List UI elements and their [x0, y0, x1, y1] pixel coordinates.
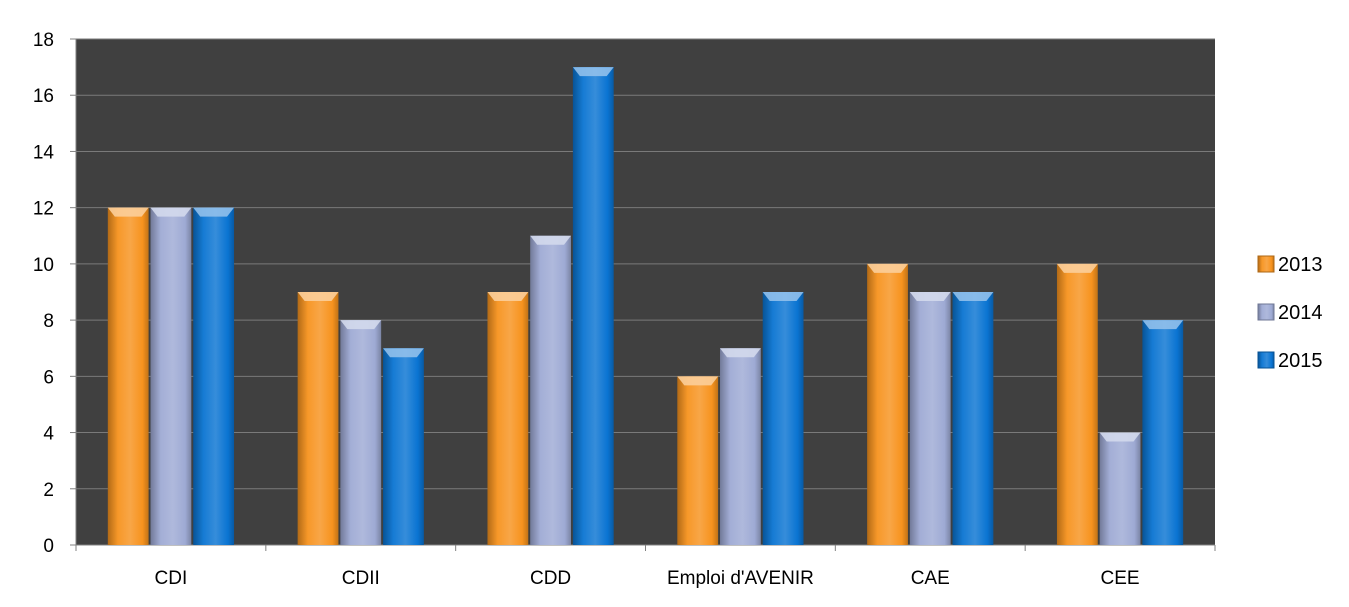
legend-label: 2015	[1278, 350, 1323, 372]
bar-2013	[677, 376, 719, 545]
bar-2015	[193, 207, 235, 545]
plot-area	[76, 39, 1215, 545]
bar-2013	[107, 207, 149, 545]
y-tick-label: 8	[43, 311, 54, 332]
bar-2013	[487, 292, 529, 545]
bar-2014	[150, 207, 192, 545]
bar-2014	[1099, 432, 1141, 545]
bar-2013	[867, 263, 908, 545]
bar-bevel	[1142, 320, 1184, 330]
x-tick-label: CAE	[911, 568, 950, 589]
bar-bevel	[909, 292, 951, 301]
y-tick-label: 16	[33, 86, 54, 107]
x-tick-label: CDI	[155, 568, 188, 589]
x-tick-label: Emploi d'AVENIR	[667, 568, 814, 589]
y-tick-label: 14	[33, 142, 55, 163]
legend-swatch	[1257, 351, 1275, 369]
bar-2014	[720, 348, 761, 545]
legend-label: 2014	[1278, 302, 1323, 324]
y-tick-label: 6	[43, 367, 54, 388]
legend-swatch	[1257, 303, 1275, 321]
bar-bevel	[530, 235, 571, 245]
y-tick-label: 2	[43, 480, 54, 501]
bar-bevel	[677, 376, 719, 386]
bar-2015	[952, 292, 994, 545]
legend-entry: 2014	[1257, 302, 1323, 324]
bar-bevel	[193, 207, 235, 217]
y-tick-label: 12	[33, 199, 54, 220]
y-tick-label: 4	[43, 424, 54, 445]
bar-bevel	[150, 207, 192, 217]
bar-2015	[572, 67, 614, 545]
bar-2015	[383, 348, 424, 545]
bar-bevel	[383, 348, 424, 358]
bar-bevel	[572, 67, 614, 77]
bar-2013	[1056, 263, 1098, 545]
bar-2015	[762, 292, 804, 545]
x-tick-label: CEE	[1101, 568, 1140, 589]
bar-bevel	[952, 292, 994, 301]
bar-2014	[530, 235, 571, 545]
bar-bevel	[762, 292, 804, 301]
legend-entry: 2015	[1257, 350, 1323, 372]
bar-bevel	[867, 263, 908, 273]
bar-bevel	[1099, 432, 1141, 442]
bar-bevel	[1056, 263, 1098, 273]
legend-entry: 2013	[1257, 254, 1323, 276]
bar-2013	[297, 292, 339, 545]
x-tick-label: CDD	[530, 568, 571, 589]
bar-2014	[340, 320, 382, 545]
bar-bevel	[340, 320, 382, 330]
bar-bevel	[107, 207, 149, 217]
x-tick-label: CDII	[342, 568, 380, 589]
legend-label: 2013	[1278, 254, 1323, 276]
bar-bevel	[720, 348, 761, 358]
legend-swatch	[1257, 255, 1275, 273]
y-tick-label: 0	[43, 536, 54, 557]
bar-bevel	[487, 292, 529, 301]
bar-2015	[1142, 320, 1184, 545]
bar-2014	[909, 292, 951, 545]
y-tick-label: 10	[33, 255, 54, 276]
bar-bevel	[297, 292, 339, 301]
y-tick-label: 18	[33, 30, 54, 51]
